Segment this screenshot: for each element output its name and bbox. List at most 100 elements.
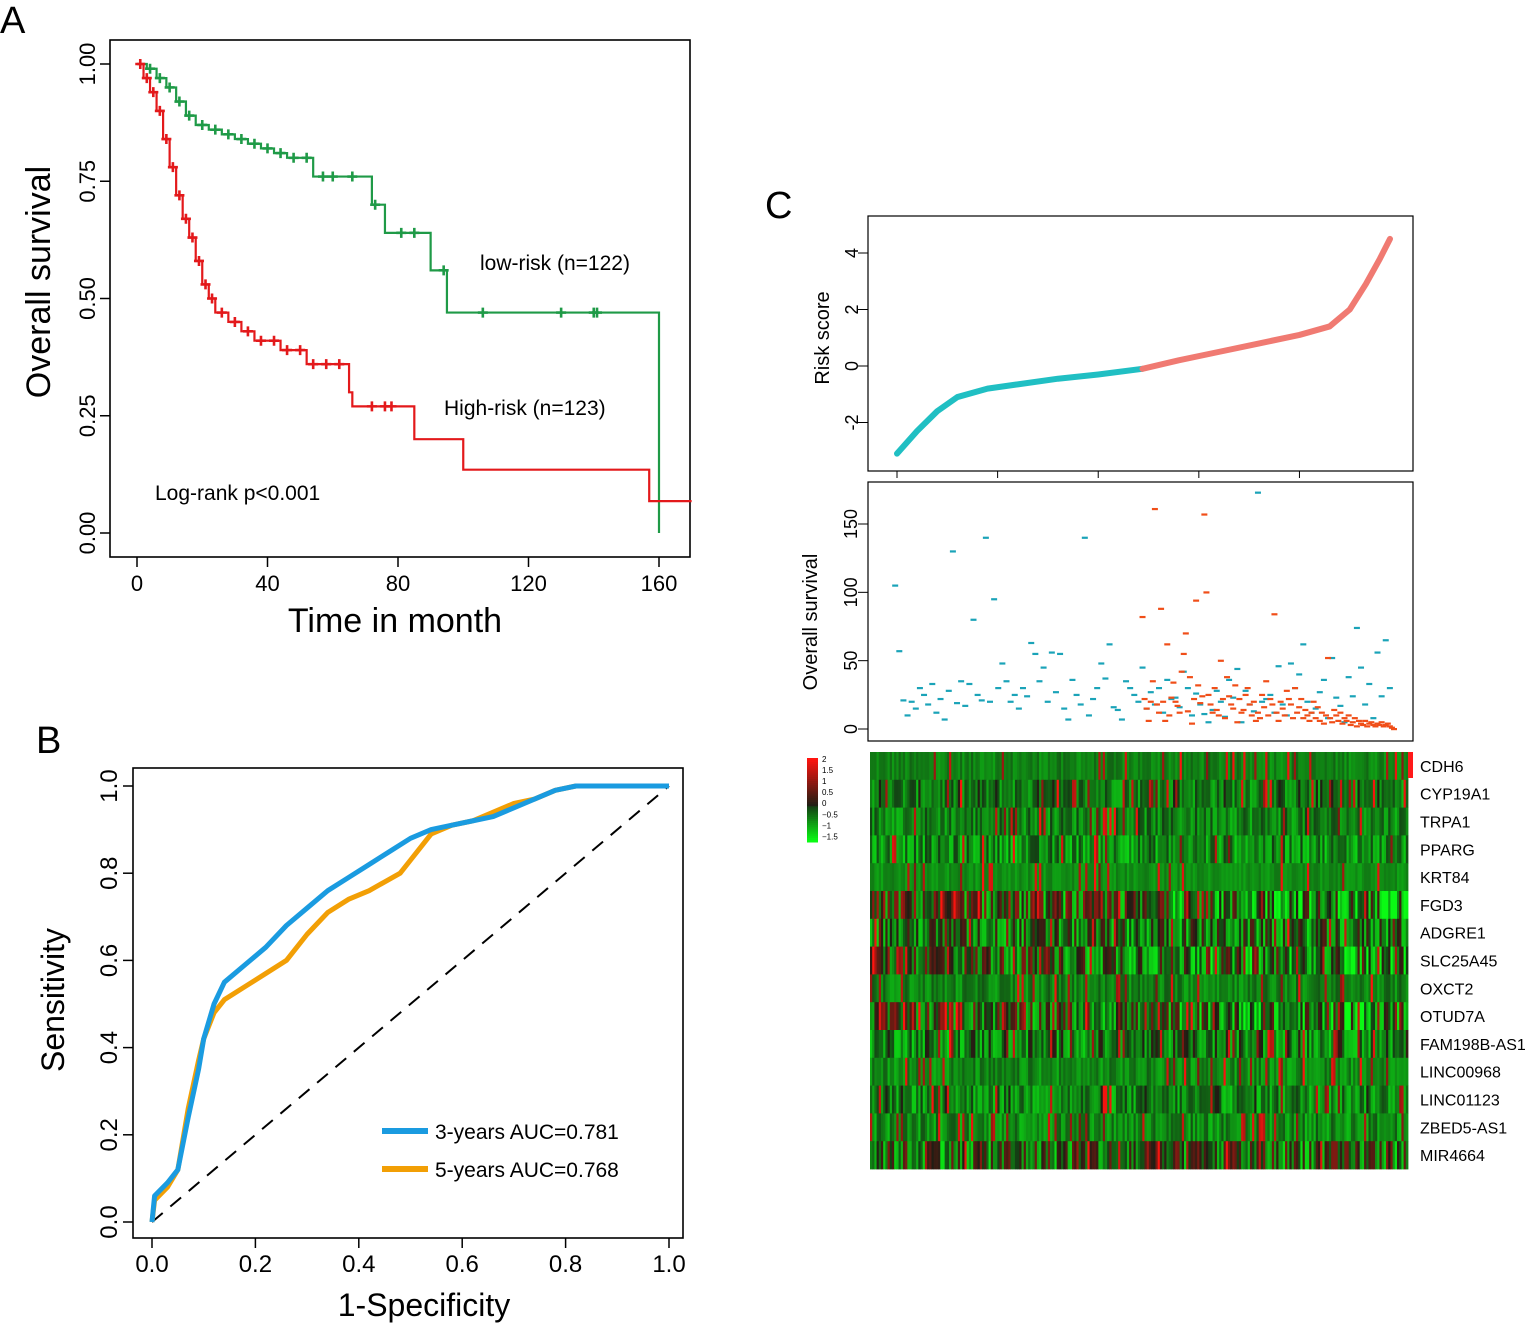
- heatmap-cell: [924, 918, 928, 947]
- heatmap-cell: [1102, 1002, 1106, 1031]
- heatmap-cell: [1326, 974, 1330, 1003]
- heatmap-cell: [1306, 918, 1310, 947]
- heatmap-cell: [1098, 1002, 1101, 1031]
- heatmap-cell: [1232, 752, 1235, 781]
- survival-point-high-risk: [1180, 652, 1187, 656]
- heatmap-cell: [1225, 835, 1229, 864]
- heatmap-cell: [1252, 863, 1255, 892]
- km-y-tick-label: 1.00: [75, 43, 100, 86]
- heatmap-cell: [957, 891, 961, 920]
- survival-point-low-risk: [1230, 696, 1237, 699]
- heatmap-cell: [1069, 807, 1073, 836]
- heatmap-cell: [905, 891, 908, 920]
- heatmap-cell: [1357, 1030, 1361, 1059]
- heatmap-cell: [1335, 1030, 1339, 1059]
- heatmap-cell: [1383, 1057, 1387, 1086]
- heatmap-cell: [931, 752, 935, 781]
- heatmap-cell: [1300, 1113, 1303, 1142]
- heatmap-cell: [1243, 1030, 1246, 1059]
- heatmap-cell: [1021, 1002, 1025, 1031]
- heatmap-cell: [1392, 1057, 1396, 1086]
- heatmap-cell: [1227, 1057, 1231, 1086]
- heatmap-cell: [957, 807, 961, 836]
- heatmap-cell: [891, 1141, 895, 1170]
- heatmap-cell: [1306, 1057, 1310, 1086]
- heatmap-cell: [1047, 1141, 1051, 1170]
- heatmap-cell: [1074, 1030, 1077, 1059]
- heatmap-cell: [1359, 1141, 1363, 1170]
- heatmap-cell: [885, 1141, 888, 1170]
- heatmap-cell: [1061, 1141, 1064, 1170]
- heatmap-cell: [971, 918, 974, 947]
- heatmap-cell: [898, 1057, 902, 1086]
- heatmap-cell: [1232, 835, 1235, 864]
- heatmap-cell: [1320, 1113, 1323, 1142]
- heatmap-cell: [1113, 1030, 1117, 1059]
- heatmap-cell: [1190, 807, 1194, 836]
- heatmap-cell: [1221, 807, 1224, 836]
- heatmap-cell: [1179, 918, 1183, 947]
- survival-point-high-risk: [1226, 695, 1233, 698]
- survival-point-low-risk: [933, 711, 940, 714]
- heatmap-cell: [1144, 1113, 1148, 1142]
- heatmap-cell: [929, 974, 932, 1003]
- heatmap-cell: [1072, 1030, 1075, 1059]
- heatmap-cell: [1102, 918, 1106, 947]
- heatmap-cell: [891, 807, 895, 836]
- heatmap-cell: [1109, 1002, 1112, 1031]
- heatmap-cell: [1021, 779, 1025, 808]
- heatmap-cell: [1144, 1030, 1148, 1059]
- heatmap-cell: [1397, 1057, 1400, 1086]
- heatmap-cell: [1008, 863, 1011, 892]
- km-censor-mark: [249, 138, 260, 149]
- survival-point-high-risk: [1195, 684, 1202, 687]
- heatmap-cell: [1006, 1030, 1009, 1059]
- heatmap-cell: [883, 974, 886, 1003]
- heatmap-cell: [1397, 1141, 1400, 1170]
- heatmap-cell: [992, 1141, 996, 1170]
- heatmap-cell: [1111, 863, 1115, 892]
- heatmap-cell: [1291, 1113, 1295, 1142]
- heatmap-cell: [1032, 1113, 1036, 1142]
- heatmap-cell: [1168, 974, 1172, 1003]
- heatmap-cell: [1256, 946, 1260, 975]
- heatmap-cell: [1010, 946, 1014, 975]
- heatmap-cell: [1155, 752, 1159, 781]
- heatmap-cell: [964, 1113, 968, 1142]
- heatmap-cell: [1140, 863, 1143, 892]
- heatmap-cell: [1221, 918, 1224, 947]
- panel-letter-b: B: [36, 720, 61, 762]
- heatmap-cell: [1361, 1057, 1365, 1086]
- heatmap-cell: [1120, 974, 1123, 1003]
- heatmap-cell: [1405, 863, 1409, 892]
- survival-point-high-risk: [1248, 714, 1255, 717]
- heatmap-cell: [1238, 1030, 1242, 1059]
- heatmap-cell: [1388, 863, 1391, 892]
- heatmap-cell: [1087, 918, 1090, 947]
- heatmap-cell: [1320, 835, 1323, 864]
- km-plot-frame: [109, 39, 691, 558]
- survival-point-low-risk: [1094, 687, 1101, 690]
- heatmap-cell: [1034, 1002, 1038, 1031]
- heatmap-cell: [938, 1085, 941, 1114]
- heatmap-cell: [1063, 1085, 1066, 1114]
- heatmap-cell: [940, 807, 943, 836]
- heatmap-cell: [1025, 1085, 1029, 1114]
- heatmap-cell: [1135, 807, 1139, 836]
- heatmap-cell: [1006, 1057, 1009, 1086]
- heatmap-cell: [1317, 807, 1321, 836]
- survival-point-high-risk: [1201, 513, 1208, 516]
- heatmap-cell: [1188, 1057, 1192, 1086]
- heatmap-cell: [911, 1113, 915, 1142]
- survival-point-high-risk: [1213, 708, 1220, 712]
- heatmap-cell: [1388, 1113, 1391, 1142]
- heatmap-cell: [1129, 1002, 1132, 1031]
- survival-scatter-y-tick-label: 150: [841, 509, 861, 539]
- heatmap-cell: [916, 1141, 919, 1170]
- heatmap-cell: [940, 946, 943, 975]
- survival-point-low-risk: [892, 584, 899, 587]
- heatmap-cell: [1216, 863, 1220, 892]
- heatmap-cell: [1181, 779, 1185, 808]
- heatmap-cell: [870, 946, 873, 975]
